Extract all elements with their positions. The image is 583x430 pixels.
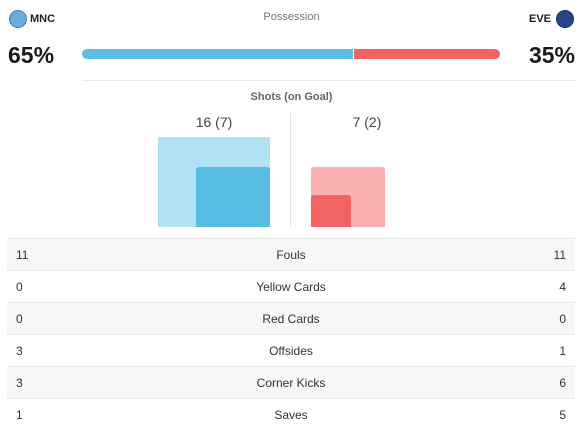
home-possession-bar [82, 49, 353, 59]
stat-away-value: 6 [497, 367, 575, 399]
away-shots-on-goal-box [311, 195, 351, 227]
possession-label: Possession [0, 11, 583, 23]
stat-away-value: 0 [497, 303, 575, 335]
stat-label: Corner Kicks [85, 367, 497, 399]
stat-label: Red Cards [85, 303, 497, 335]
stat-home-value: 3 [7, 367, 85, 399]
home-possession-value: 65% [8, 42, 54, 69]
stat-home-value: 0 [7, 303, 85, 335]
home-shots-on-goal-box [196, 167, 270, 227]
divider [82, 80, 575, 81]
away-shots-label: 7 (2) [311, 114, 423, 130]
stat-label: Saves [85, 399, 497, 430]
away-possession-value: 35% [529, 42, 575, 69]
away-team-abbr: EVE [529, 13, 551, 25]
stat-away-value: 4 [497, 271, 575, 303]
stat-label: Yellow Cards [85, 271, 497, 303]
stat-label: Fouls [85, 239, 497, 271]
possession-bar [82, 49, 500, 59]
away-crest-icon [556, 10, 574, 28]
shots-title: Shots (on Goal) [0, 91, 583, 103]
stat-home-value: 1 [7, 399, 85, 430]
home-shots-label: 16 (7) [158, 114, 270, 130]
stat-home-value: 11 [7, 239, 85, 271]
stat-home-value: 0 [7, 271, 85, 303]
stat-home-value: 3 [7, 335, 85, 367]
away-possession-bar [354, 49, 500, 59]
stat-away-value: 11 [497, 239, 575, 271]
shots-center-divider [290, 113, 291, 226]
stat-away-value: 5 [497, 399, 575, 430]
stat-away-value: 1 [497, 335, 575, 367]
stat-label: Offsides [85, 335, 497, 367]
